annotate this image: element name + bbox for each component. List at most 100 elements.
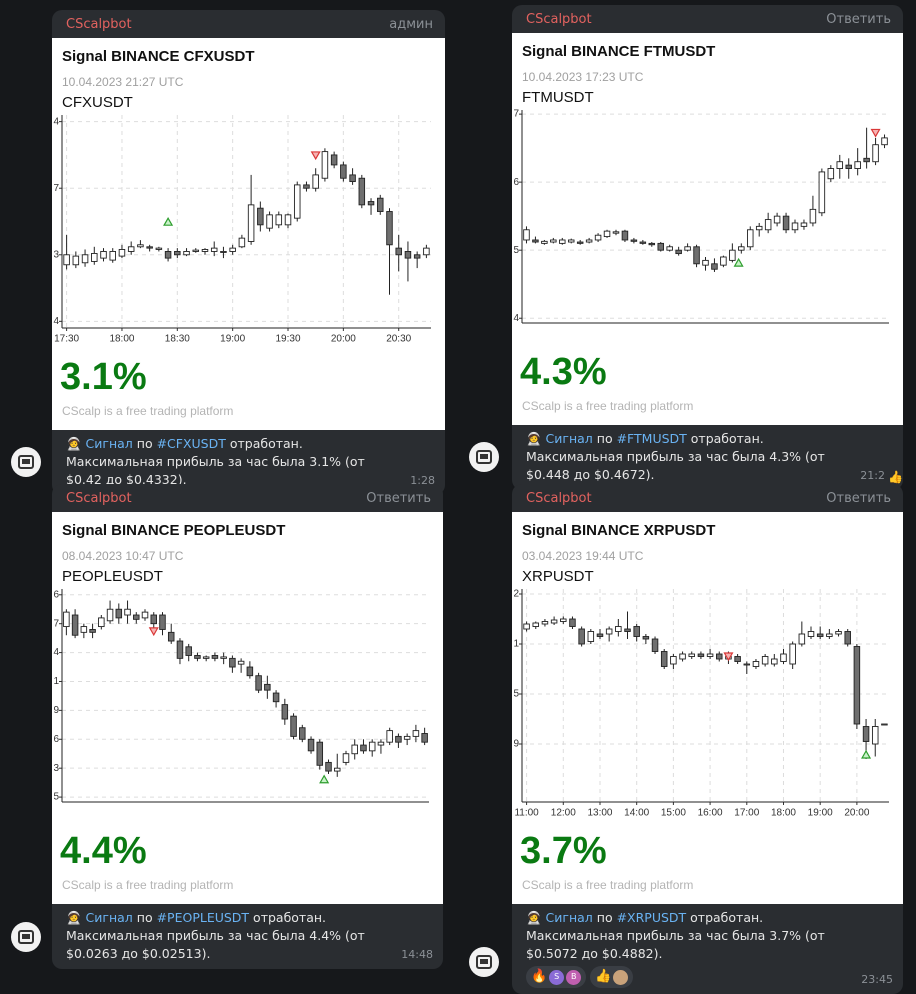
candle-body: [255, 675, 262, 691]
candle-body: [550, 619, 558, 624]
y-tick-label: 1: [513, 639, 519, 650]
message-header: CScalpbot Ответить: [512, 484, 903, 512]
y-tick-label: 9: [513, 739, 519, 750]
candle-body: [773, 215, 781, 224]
reaction-avatar: B: [566, 969, 582, 985]
candle-body: [63, 254, 70, 266]
candlestick-chart: 5 3 6 9 1 4 7 6: [53, 589, 429, 803]
x-tick-label: 17:30: [54, 334, 79, 345]
candle-body: [615, 626, 622, 632]
x-tick-label: 17:00: [734, 808, 759, 819]
x-tick-label: 13:00: [587, 808, 612, 819]
candle-body: [863, 157, 870, 163]
candle-body: [624, 628, 631, 632]
sender-name[interactable]: CScalpbot: [66, 17, 132, 32]
candle-body: [800, 222, 808, 227]
caption-link[interactable]: Сигнал: [545, 910, 593, 925]
signal-card: Signal BINANCE PEOPLEUSDT 08.04.2023 10:4…: [52, 512, 443, 904]
candle-body: [836, 161, 844, 169]
card-footer: CScalp is a free trading platform: [62, 404, 234, 418]
y-tick-label: 6: [53, 589, 59, 600]
candle-body: [734, 656, 741, 662]
candle-body: [532, 622, 540, 627]
candle-body: [755, 225, 763, 231]
y-tick-label: 1: [53, 676, 59, 687]
caption-link[interactable]: #FTMUSDT: [616, 431, 687, 446]
card-footer: CScalp is a free trading platform: [522, 878, 694, 892]
reaction[interactable]: 🔥 S B: [526, 966, 587, 988]
caption-link[interactable]: Сигнал: [545, 431, 593, 446]
candle-body: [303, 184, 310, 189]
message-time: 21:2: [860, 469, 885, 482]
message-time: 23:45: [861, 973, 893, 986]
candle-body: [532, 239, 539, 243]
sender-name[interactable]: CScalpbot: [526, 491, 592, 506]
candle-body: [316, 741, 324, 766]
bot-avatar[interactable]: [469, 442, 499, 472]
candle-body: [761, 656, 769, 665]
candle-body: [679, 653, 686, 660]
candle-body: [651, 638, 659, 652]
y-tick-label: 4: [513, 313, 519, 324]
bot-avatar[interactable]: [11, 922, 41, 952]
y-tick-label: 4: [53, 647, 59, 658]
candle-body: [63, 611, 70, 628]
candle-body: [72, 255, 80, 266]
buy-marker: [163, 216, 174, 226]
candle-body: [648, 242, 656, 246]
reaction[interactable]: 👍: [590, 966, 634, 988]
caption-link[interactable]: Сигнал: [85, 910, 133, 925]
candle-body: [281, 704, 289, 720]
sender-name[interactable]: CScalpbot: [66, 491, 132, 506]
x-tick-label: 20:00: [331, 334, 356, 345]
caption-link[interactable]: #XRPUSDT: [616, 910, 687, 925]
sell-marker: [723, 652, 734, 662]
message-time: 14:48: [401, 948, 433, 961]
x-tick-label: 18:30: [165, 334, 190, 345]
message-action[interactable]: Ответить: [826, 12, 891, 27]
candle-body: [192, 249, 200, 252]
candle-body: [642, 636, 650, 640]
candle-body: [771, 658, 778, 665]
candle-body: [862, 726, 870, 742]
candle-body: [367, 201, 375, 206]
candle-body: [237, 660, 245, 665]
card-footer: CScalp is a free trading platform: [522, 399, 694, 413]
candle-body: [155, 247, 163, 250]
candle-body: [176, 640, 184, 659]
candle-body: [809, 208, 817, 224]
candle-body: [596, 633, 604, 637]
candle-body: [550, 239, 557, 243]
caption-text: отработан. Максимальная прибыль за час б…: [66, 910, 365, 961]
candle-body: [360, 744, 367, 752]
card-symbol: XRPUSDT: [522, 568, 594, 585]
caption-link[interactable]: #PEOPLEUSDT: [156, 910, 250, 925]
caption-link[interactable]: #CFXUSDT: [156, 436, 226, 451]
profit-value: 3.7%: [520, 830, 607, 872]
candle-body: [798, 633, 806, 645]
candle-body: [621, 230, 629, 241]
message-action[interactable]: Ответить: [826, 491, 891, 506]
card-date: 08.04.2023 10:47 UTC: [62, 549, 184, 563]
candle-body: [630, 239, 638, 242]
candle-body: [764, 219, 772, 231]
candle-body: [220, 656, 227, 659]
candle-body: [423, 247, 430, 256]
message-time: 1:28: [410, 474, 435, 487]
candle-body: [246, 666, 254, 677]
caption-text: 🧑‍🚀: [526, 910, 546, 925]
candle-body: [729, 249, 736, 261]
sender-name[interactable]: CScalpbot: [526, 12, 592, 27]
message-action[interactable]: Ответить: [366, 491, 431, 506]
message-action[interactable]: админ: [389, 17, 433, 32]
profit-value: 4.4%: [60, 830, 147, 872]
candle-body: [133, 614, 140, 620]
bot-avatar[interactable]: [11, 447, 41, 477]
candle-body: [845, 164, 852, 169]
buy-marker: [733, 257, 744, 267]
bot-avatar[interactable]: [469, 947, 499, 977]
candle-body: [141, 611, 149, 619]
caption-link[interactable]: Сигнал: [85, 436, 133, 451]
candle-body: [334, 767, 341, 772]
candle-body: [747, 229, 754, 248]
